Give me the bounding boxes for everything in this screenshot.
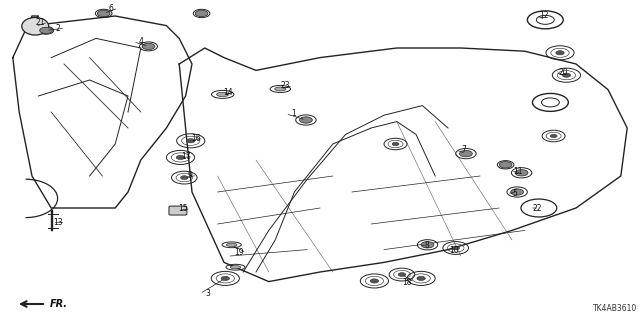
Circle shape <box>556 51 564 55</box>
Circle shape <box>550 134 557 138</box>
Text: 4: 4 <box>138 37 143 46</box>
Circle shape <box>142 43 155 50</box>
Text: 14: 14 <box>223 88 233 97</box>
Circle shape <box>417 276 426 281</box>
Text: 16: 16 <box>191 134 201 143</box>
Text: 8: 8 <box>424 241 429 250</box>
Text: 2: 2 <box>55 24 60 33</box>
Circle shape <box>421 242 434 248</box>
Text: 9: 9 <box>187 171 192 180</box>
Circle shape <box>176 155 185 160</box>
Circle shape <box>521 199 557 217</box>
Circle shape <box>40 27 52 34</box>
Circle shape <box>460 150 472 157</box>
Ellipse shape <box>275 87 286 91</box>
Text: 7: 7 <box>461 145 466 154</box>
Text: 19: 19 <box>234 248 244 257</box>
Text: 1: 1 <box>291 109 296 118</box>
Circle shape <box>562 73 571 77</box>
Text: 18: 18 <box>403 278 412 287</box>
Text: 13: 13 <box>52 218 63 227</box>
Text: 3: 3 <box>205 289 210 298</box>
Ellipse shape <box>227 243 237 246</box>
Text: 12: 12 <box>540 11 548 20</box>
Ellipse shape <box>22 18 49 35</box>
Circle shape <box>221 276 230 281</box>
Text: TK4AB3610: TK4AB3610 <box>593 304 637 313</box>
Text: 21: 21 <box>36 18 45 27</box>
Text: 6: 6 <box>108 4 113 12</box>
Circle shape <box>499 162 512 168</box>
Ellipse shape <box>216 92 229 97</box>
Circle shape <box>195 10 208 17</box>
Circle shape <box>515 170 528 176</box>
Circle shape <box>398 273 406 276</box>
Text: 17: 17 <box>180 152 191 161</box>
Circle shape <box>452 246 460 250</box>
Text: 10: 10 <box>449 246 460 255</box>
Circle shape <box>97 10 110 17</box>
Circle shape <box>180 176 188 180</box>
Text: FR.: FR. <box>50 299 68 309</box>
Text: 22: 22 <box>533 204 542 212</box>
Circle shape <box>186 139 195 143</box>
Circle shape <box>300 117 312 123</box>
Text: 20: 20 <box>558 68 568 77</box>
FancyBboxPatch shape <box>169 206 187 215</box>
Text: 11: 11 <box>514 167 523 176</box>
Text: 15: 15 <box>178 204 188 213</box>
Circle shape <box>370 279 379 283</box>
Text: 5: 5 <box>512 189 517 198</box>
Text: 23: 23 <box>280 81 291 90</box>
Ellipse shape <box>230 266 241 269</box>
Circle shape <box>511 189 524 195</box>
Circle shape <box>392 142 399 146</box>
